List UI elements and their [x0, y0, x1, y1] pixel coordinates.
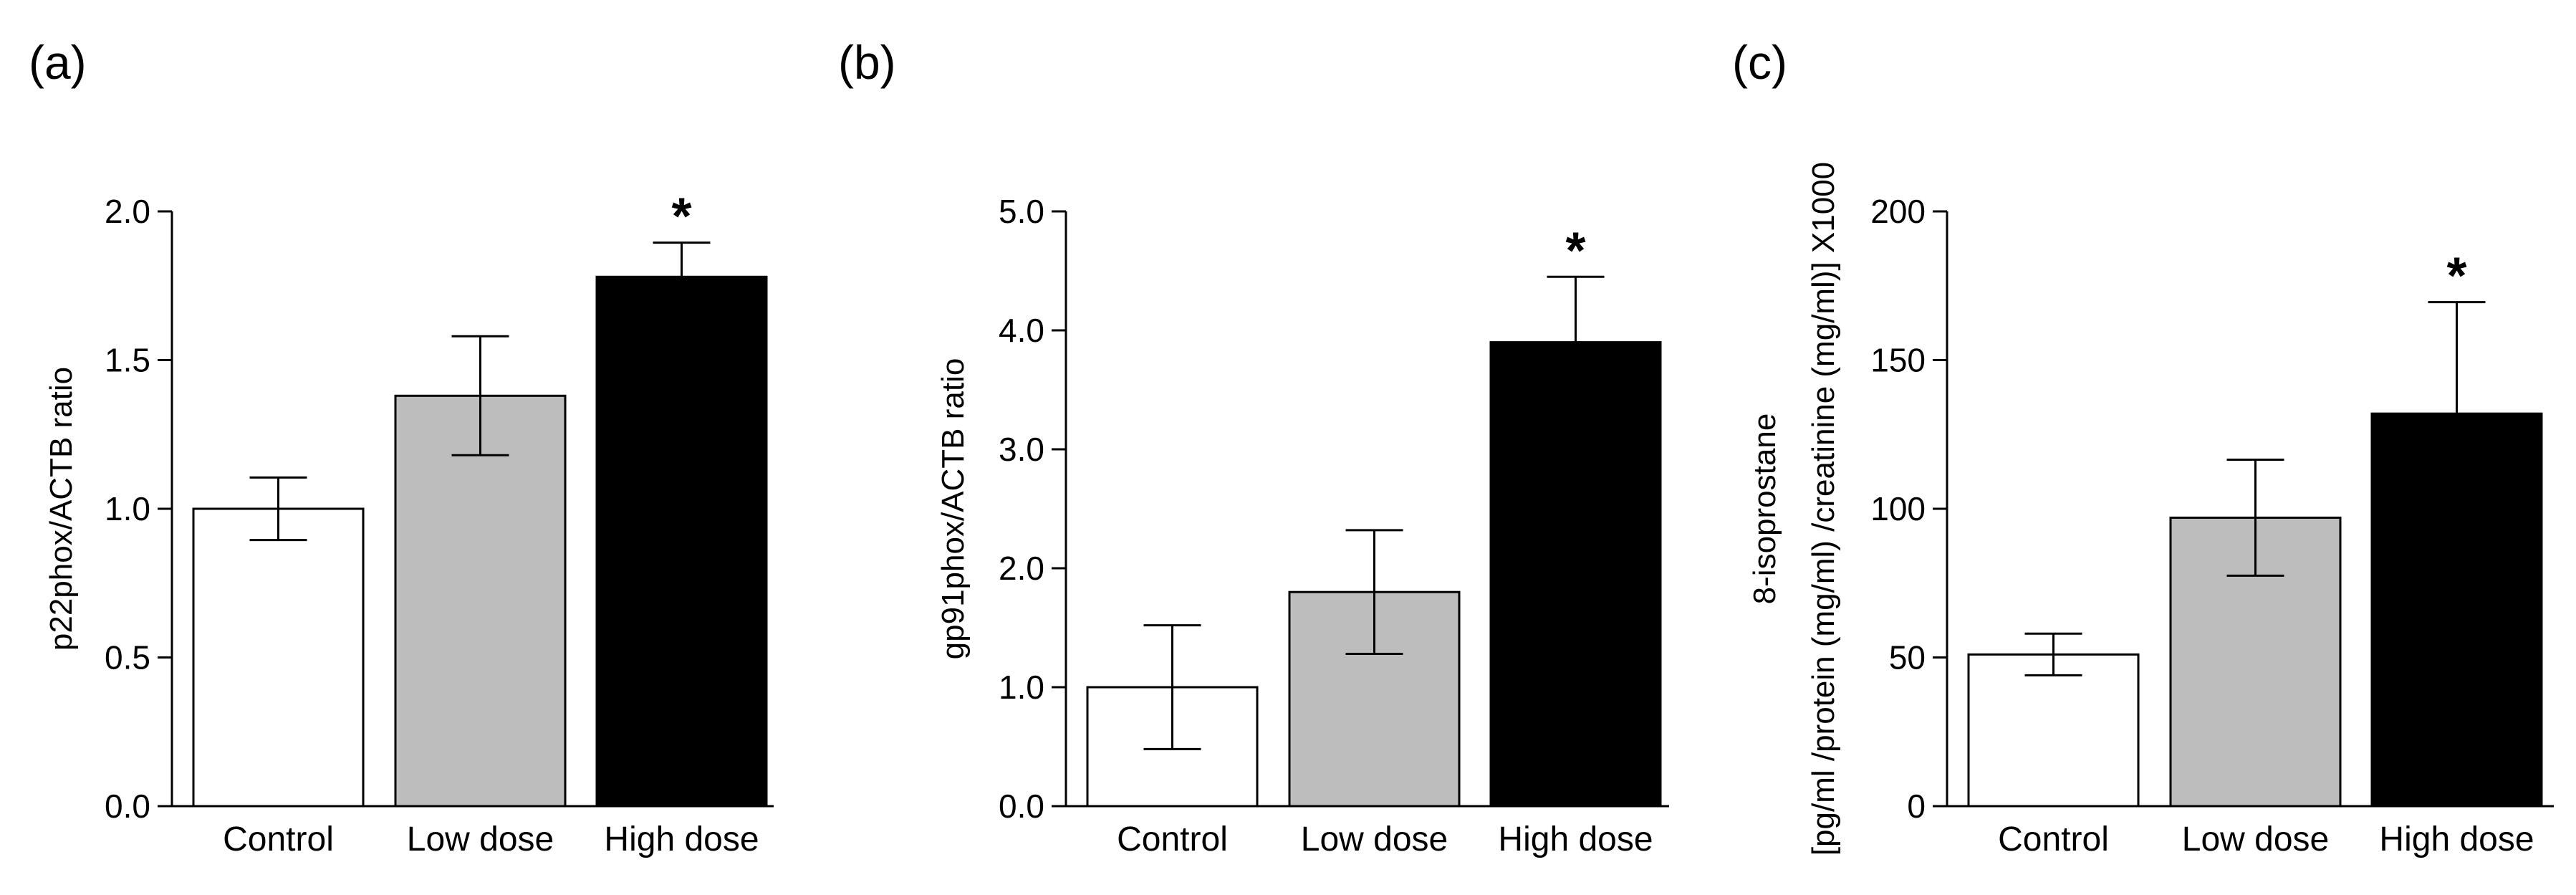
y-tick-label: 100 [1870, 490, 1926, 527]
y-tick-label: 0 [1907, 788, 1926, 825]
y-tick-label: 50 [1889, 639, 1926, 676]
y-axis-label-line2: [pg/ml /protein (mg/ml) /creatinine (mg/… [1806, 162, 1841, 856]
panel-label: (b) [838, 36, 896, 89]
y-tick-label: 4.0 [999, 312, 1044, 349]
y-axis-label: 8-isoprostane [1747, 413, 1782, 605]
bar [192, 507, 365, 808]
category-label: Low dose [1301, 820, 1448, 858]
y-tick-label: 3.0 [999, 431, 1044, 468]
panel-label: (c) [1732, 36, 1787, 89]
bar [1489, 341, 1662, 808]
y-axis-label: gp91phox/ACTB ratio [936, 358, 971, 660]
bar [394, 394, 567, 808]
y-tick-label: 1.0 [999, 669, 1044, 706]
category-label: Low dose [2182, 820, 2329, 858]
y-tick-label: 5.0 [999, 193, 1044, 230]
panel-label: (a) [29, 36, 87, 89]
significance-marker: * [2446, 248, 2466, 305]
category-label: Low dose [407, 820, 554, 858]
y-tick-label: 2.0 [999, 550, 1044, 587]
y-tick-label: 200 [1870, 193, 1926, 230]
category-label: High dose [2379, 820, 2534, 858]
y-tick-label: 1.5 [105, 342, 150, 379]
y-tick-label: 2.0 [105, 193, 150, 230]
y-tick-label: 0.5 [105, 639, 150, 676]
category-label: Control [223, 820, 334, 858]
bar [595, 275, 768, 808]
y-tick-label: 1.0 [105, 490, 150, 527]
y-axis-label: p22phox/ACTB ratio [44, 367, 79, 651]
bar [1967, 653, 2140, 808]
y-tick-label: 150 [1870, 342, 1926, 379]
category-label: Control [1998, 820, 2109, 858]
chart-panel-3: (c) 0 50 100 150 200 8-isoprostane [pg/ml /prot… [1732, 36, 2554, 858]
category-label: Control [1117, 820, 1228, 858]
significance-marker: * [671, 188, 691, 246]
significance-marker: * [1565, 222, 1585, 279]
y-tick-label: 0.0 [999, 788, 1044, 825]
category-label: High dose [1498, 820, 1653, 858]
y-tick-label: 0.0 [105, 788, 150, 825]
chart-panel-1: (a) 0.0 0.5 1.0 1.5 2.0 p22phox/ACTB ratio Cont… [29, 36, 774, 858]
category-label: High dose [604, 820, 759, 858]
chart-panel-2: (b) 0.0 1.0 2.0 3.0 4.0 5.0 gp91phox/ACTB ratio… [838, 36, 1669, 858]
